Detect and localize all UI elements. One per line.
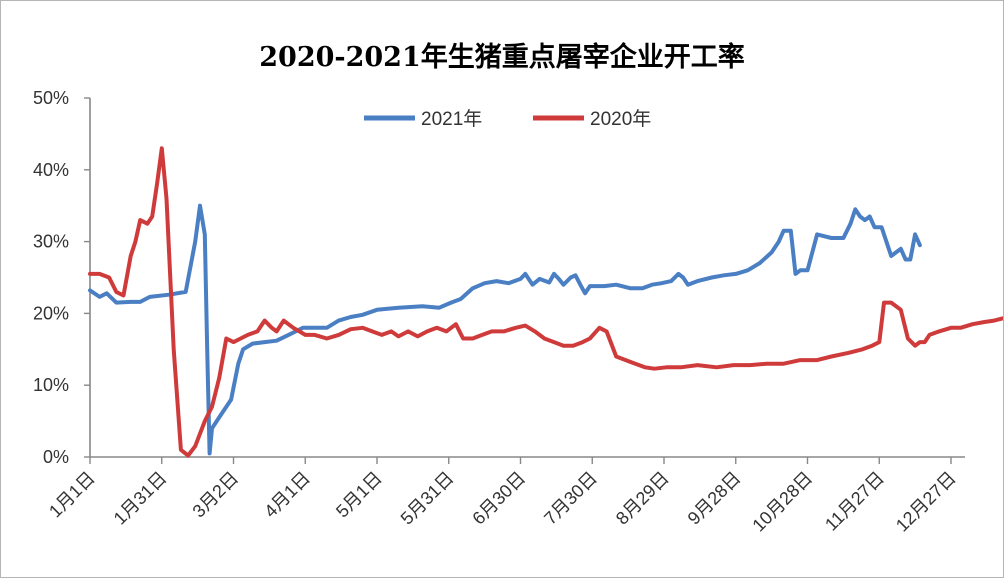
- x-tick-label: 10月28日: [748, 468, 816, 536]
- x-tick-label: 7月30日: [540, 468, 601, 529]
- y-tick-label: 30%: [33, 232, 69, 252]
- x-tick-label: 8月29日: [612, 468, 673, 529]
- y-tick-label: 50%: [33, 88, 69, 108]
- x-tick-label: 9月28日: [684, 468, 745, 529]
- x-tick-label: 5月1日: [332, 468, 386, 522]
- x-tick-label: 6月30日: [468, 468, 529, 529]
- series-layer: [88, 146, 1003, 458]
- y-tick-label: 0%: [43, 447, 69, 467]
- x-axis-ticks: 1月1日 1月31日 3月2日 4月1日 5月1日 5月31日 6月30日 7月30日 8月29…: [45, 457, 960, 536]
- x-tick-label: 11月27日: [821, 468, 888, 535]
- x-tick-label: 1月31日: [110, 468, 171, 529]
- x-tick-label: 12月27日: [892, 468, 960, 536]
- x-tick-label: 1月1日: [45, 468, 99, 522]
- series-line-2021: [88, 203, 922, 456]
- x-tick-label: 3月2日: [189, 468, 243, 522]
- y-tick-label: 20%: [33, 303, 69, 323]
- x-tick-label: 5月31日: [397, 468, 458, 529]
- y-axis-ticks: 0% 10% 20% 30% 40% 50%: [33, 88, 90, 467]
- legend-label-2021: 2021年: [421, 108, 482, 130]
- y-tick-label: 10%: [33, 375, 69, 395]
- x-tick-label: 4月1日: [260, 468, 314, 522]
- y-tick-label: 40%: [33, 160, 69, 180]
- legend: 2021年 2020年: [364, 108, 651, 130]
- series-line-2020: [88, 146, 1003, 458]
- legend-label-2020: 2020年: [590, 108, 651, 130]
- chart-title: 2020-2021年生猪重点屠宰企业开工率: [259, 41, 745, 73]
